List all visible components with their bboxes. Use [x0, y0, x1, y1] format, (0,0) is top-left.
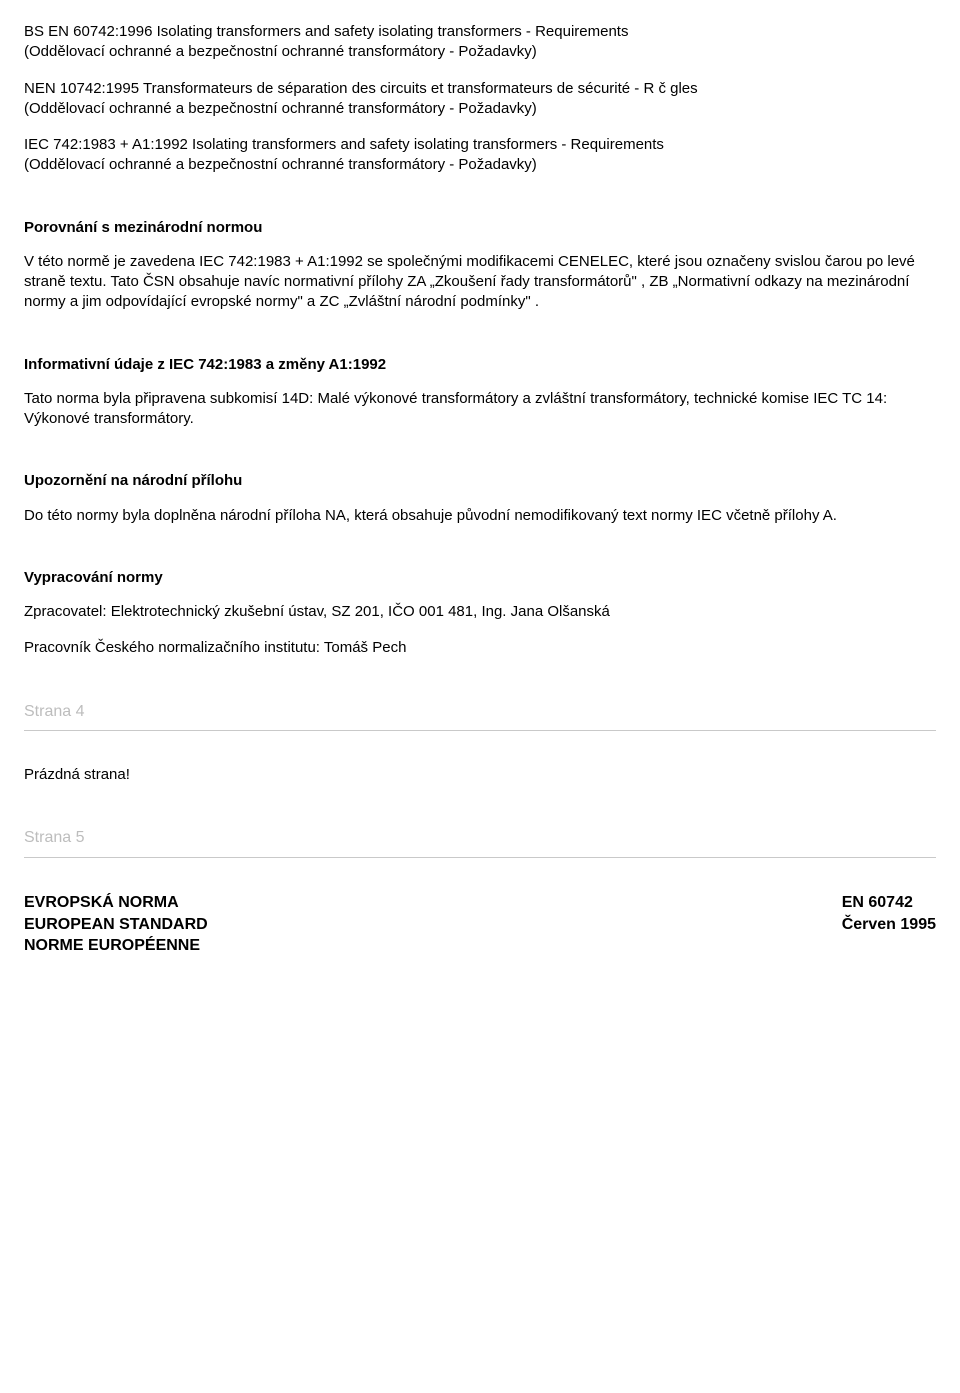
section-compare: Porovnání s mezinárodní normou V této no… [24, 218, 936, 313]
ref-bs-cz: (Oddělovací ochranné a bezpečnostní ochr… [24, 43, 537, 60]
page-marker-4: Strana 4 [24, 701, 936, 723]
info-title: Informativní údaje z IEC 742:1983 a změn… [24, 355, 936, 375]
compare-title: Porovnání s mezinárodní normou [24, 218, 936, 238]
notice-body: Do této normy byla doplněna národní příl… [24, 506, 936, 526]
footer-left-1: EVROPSKÁ NORMA [24, 892, 208, 914]
ref-iec-cz: (Oddělovací ochranné a bezpečnostní ochr… [24, 156, 537, 173]
page-divider [24, 730, 936, 731]
section-author: Vypracování normy Zpracovatel: Elektrote… [24, 568, 936, 659]
info-body: Tato norma byla připravena subkomisí 14D… [24, 389, 936, 430]
ref-iec-code: IEC 742:1983 + A1:1992 Isolating transfo… [24, 136, 664, 153]
footer-right-1: EN 60742 [842, 892, 936, 914]
author-line2: Pracovník Českého normalizačního institu… [24, 638, 936, 658]
compare-body: V této normě je zavedena IEC 742:1983 + … [24, 252, 936, 313]
references-block: BS EN 60742:1996 Isolating transformers … [24, 22, 936, 176]
standard-title-row: EVROPSKÁ NORMA EUROPEAN STANDARD NORME E… [24, 892, 936, 957]
ref-nen-code: NEN 10742:1995 Transformateurs de sépara… [24, 80, 698, 97]
ref-bs: BS EN 60742:1996 Isolating transformers … [24, 22, 936, 63]
standard-title-left: EVROPSKÁ NORMA EUROPEAN STANDARD NORME E… [24, 892, 208, 957]
notice-title: Upozornění na národní přílohu [24, 471, 936, 491]
ref-bs-code: BS EN 60742:1996 Isolating transformers … [24, 23, 628, 40]
page-divider [24, 857, 936, 858]
empty-page-text: Prázdná strana! [24, 765, 936, 785]
author-title: Vypracování normy [24, 568, 936, 588]
ref-iec: IEC 742:1983 + A1:1992 Isolating transfo… [24, 135, 936, 176]
author-line1: Zpracovatel: Elektrotechnický zkušební ú… [24, 602, 936, 622]
page-marker-5: Strana 5 [24, 827, 936, 849]
section-info: Informativní údaje z IEC 742:1983 a změn… [24, 355, 936, 430]
footer-left-2: EUROPEAN STANDARD [24, 914, 208, 936]
section-notice: Upozornění na národní přílohu Do této no… [24, 471, 936, 526]
standard-title-right: EN 60742 Červen 1995 [842, 892, 936, 957]
footer-left-3: NORME EUROPÉENNE [24, 935, 208, 957]
footer-right-2: Červen 1995 [842, 914, 936, 936]
ref-nen-cz: (Oddělovací ochranné a bezpečnostní ochr… [24, 100, 537, 117]
ref-nen: NEN 10742:1995 Transformateurs de sépara… [24, 79, 936, 120]
